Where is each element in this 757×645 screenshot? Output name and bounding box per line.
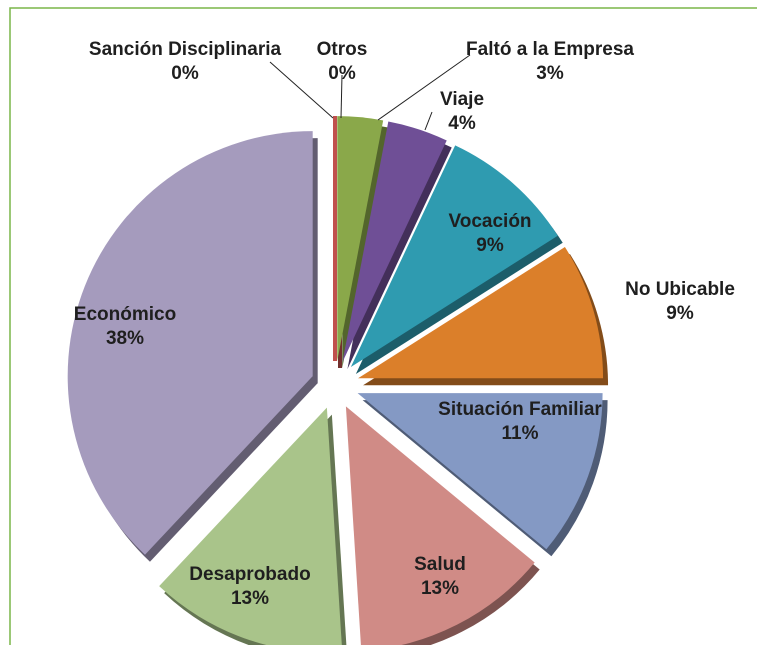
value-label: 0% [171,63,199,84]
category-label: Desaprobado [189,564,310,585]
value-label: 0% [328,63,356,84]
category-label: Vocación [448,211,531,232]
value-label: 11% [502,423,539,444]
category-label: Faltó a la Empresa [466,39,634,60]
value-label: 9% [666,303,694,324]
value-label: 3% [536,63,564,84]
value-label: 9% [476,235,504,256]
slice [345,406,535,645]
slice-layer [67,116,604,645]
slice [358,247,604,379]
category-label: Situación Familiar [438,399,602,420]
slice [67,131,313,555]
leader-line [377,54,471,121]
frame [9,7,757,645]
category-label: Viaje [440,89,484,110]
leader-line [424,111,433,131]
category-label: Económico [74,304,176,325]
leader-line [340,74,343,119]
leader-line [269,61,334,119]
value-label: 38% [106,328,144,349]
slice [337,116,384,362]
value-label: 13% [421,578,459,599]
slice [342,121,447,363]
category-label: Salud [414,554,466,575]
slice-shadow [347,128,452,370]
category-label: No Ubicable [625,279,735,300]
value-label: 13% [231,588,269,609]
slice [159,407,342,645]
slice [357,393,603,550]
category-label: Otros [317,39,368,60]
label-layer: Sanción Disciplinaria 0% Otros 0% Faltó a la… [74,39,735,609]
slice [350,145,558,367]
value-label: 4% [448,113,476,134]
category-label: Sanción Disciplinaria [89,39,282,60]
